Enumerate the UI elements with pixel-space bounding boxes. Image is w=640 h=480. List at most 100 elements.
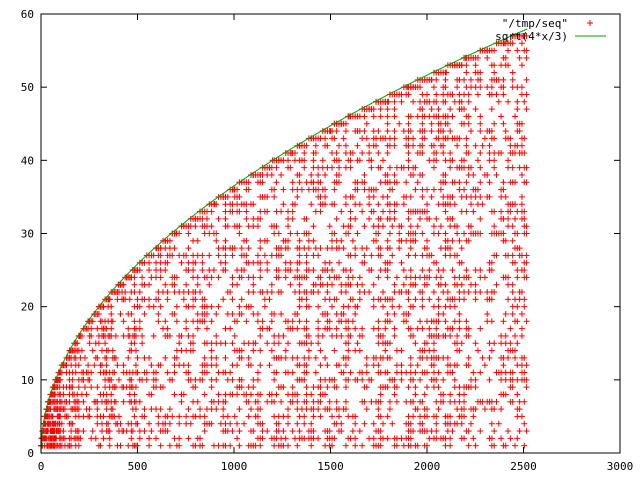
data-point <box>500 362 507 369</box>
data-point <box>412 230 419 237</box>
data-point <box>243 208 250 215</box>
data-point <box>407 267 414 274</box>
data-point <box>447 150 454 157</box>
data-point <box>111 369 118 376</box>
data-point <box>405 215 412 222</box>
data-point <box>509 398 516 405</box>
data-point <box>502 310 509 317</box>
data-point <box>484 54 491 61</box>
data-point <box>211 201 218 208</box>
data-point <box>407 113 414 120</box>
data-point <box>468 223 475 230</box>
data-point <box>505 157 512 164</box>
data-point <box>278 171 285 178</box>
data-point <box>203 215 210 222</box>
data-point <box>254 398 261 405</box>
data-point <box>449 325 456 332</box>
data-point <box>389 420 396 427</box>
data-point <box>257 259 264 266</box>
data-point <box>377 245 384 252</box>
data-point <box>268 281 275 288</box>
data-point <box>421 135 428 142</box>
data-point <box>447 413 454 420</box>
data-point <box>414 179 421 186</box>
data-point <box>352 310 359 317</box>
data-point <box>238 274 245 281</box>
data-point <box>329 267 336 274</box>
data-point <box>370 113 377 120</box>
data-point <box>254 223 261 230</box>
data-point <box>463 267 470 274</box>
data-point <box>215 303 222 310</box>
data-point <box>498 435 505 442</box>
data-point <box>109 406 116 413</box>
data-point <box>419 193 426 200</box>
data-point <box>481 274 488 281</box>
data-point <box>183 281 190 288</box>
data-point <box>491 289 498 296</box>
data-point <box>143 369 150 376</box>
data-point <box>477 179 484 186</box>
data-point <box>345 303 352 310</box>
data-point <box>317 274 324 281</box>
data-point <box>442 76 449 83</box>
data-point <box>229 340 236 347</box>
data-point <box>171 281 178 288</box>
data-point <box>268 318 275 325</box>
data-point <box>379 157 386 164</box>
data-point <box>384 267 391 274</box>
data-point <box>377 113 384 120</box>
data-point <box>507 208 514 215</box>
data-point <box>294 420 301 427</box>
data-point <box>183 413 190 420</box>
data-point <box>243 215 250 222</box>
data-point <box>412 384 419 391</box>
data-point <box>150 303 157 310</box>
data-point <box>493 252 500 259</box>
data-point <box>157 252 164 259</box>
data-point <box>449 428 456 435</box>
data-point <box>190 340 197 347</box>
data-point <box>146 267 153 274</box>
data-point <box>461 186 468 193</box>
data-point <box>391 325 398 332</box>
data-point <box>391 310 398 317</box>
data-point <box>509 40 516 47</box>
data-point <box>410 135 417 142</box>
data-point <box>491 208 498 215</box>
x-tick-label: 2000 <box>414 460 441 473</box>
data-point <box>222 215 229 222</box>
data-point <box>449 237 456 244</box>
data-point <box>173 303 180 310</box>
data-point <box>366 215 373 222</box>
data-point <box>106 428 113 435</box>
data-point <box>222 252 229 259</box>
data-point <box>194 281 201 288</box>
data-point <box>500 318 507 325</box>
data-point <box>312 354 319 361</box>
data-point <box>347 281 354 288</box>
data-point <box>509 369 516 376</box>
data-point <box>407 325 414 332</box>
data-point <box>435 296 442 303</box>
data-point <box>333 150 340 157</box>
data-point <box>342 442 349 449</box>
data-point <box>80 398 87 405</box>
data-point <box>433 259 440 266</box>
data-point <box>424 91 430 98</box>
data-point <box>470 369 477 376</box>
data-point <box>368 157 375 164</box>
data-point <box>359 332 366 339</box>
data-point <box>384 150 391 157</box>
data-point <box>183 252 190 259</box>
data-point <box>521 267 528 274</box>
data-point <box>356 428 363 435</box>
data-point <box>282 274 289 281</box>
data-point <box>412 164 419 171</box>
data-point <box>342 128 349 135</box>
data-point <box>136 398 143 405</box>
data-point <box>465 354 472 361</box>
data-point <box>164 428 171 435</box>
data-point <box>120 281 127 288</box>
data-point <box>259 318 266 325</box>
